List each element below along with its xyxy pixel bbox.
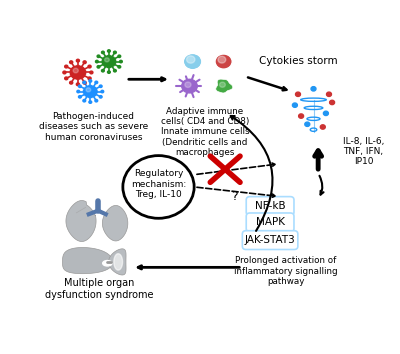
Circle shape	[65, 77, 68, 80]
Circle shape	[114, 69, 116, 72]
Circle shape	[76, 59, 80, 62]
Circle shape	[108, 50, 110, 52]
Circle shape	[73, 68, 78, 73]
Circle shape	[99, 96, 102, 98]
Circle shape	[63, 71, 66, 74]
Circle shape	[90, 71, 93, 74]
Text: Pathogen-induced
diseases such as severe
human coronaviruses: Pathogen-induced diseases such as severe…	[39, 112, 148, 142]
Circle shape	[70, 61, 73, 64]
Circle shape	[118, 55, 121, 57]
Circle shape	[82, 85, 98, 98]
Circle shape	[330, 100, 334, 105]
Circle shape	[69, 65, 86, 80]
Polygon shape	[66, 200, 96, 241]
Circle shape	[320, 125, 325, 129]
FancyBboxPatch shape	[246, 213, 294, 232]
Circle shape	[83, 99, 86, 102]
Circle shape	[220, 82, 225, 87]
Text: Cytokies storm: Cytokies storm	[259, 56, 337, 66]
Circle shape	[89, 80, 92, 82]
Circle shape	[65, 65, 68, 68]
Polygon shape	[102, 205, 128, 241]
Circle shape	[183, 53, 202, 70]
Circle shape	[326, 92, 332, 96]
Circle shape	[83, 61, 86, 64]
Circle shape	[83, 81, 86, 84]
Text: NF-kB: NF-kB	[255, 201, 286, 211]
Circle shape	[102, 69, 104, 72]
Circle shape	[95, 81, 98, 84]
Polygon shape	[108, 249, 126, 275]
Circle shape	[95, 99, 98, 102]
Circle shape	[101, 55, 117, 68]
Circle shape	[102, 51, 104, 54]
Circle shape	[299, 114, 304, 118]
Circle shape	[105, 58, 109, 62]
Text: JAK-STAT3: JAK-STAT3	[245, 235, 296, 245]
Circle shape	[215, 54, 232, 69]
Circle shape	[324, 111, 328, 115]
FancyBboxPatch shape	[246, 196, 294, 216]
Circle shape	[296, 92, 300, 96]
Circle shape	[218, 56, 226, 63]
Circle shape	[292, 103, 297, 107]
Circle shape	[182, 79, 197, 93]
Circle shape	[101, 90, 104, 93]
Circle shape	[88, 77, 91, 80]
Circle shape	[99, 85, 102, 87]
Text: Adaptive immune
cells( CD4 and CD8)
Innate immune cells
(Dendritic cells and
mac: Adaptive immune cells( CD4 and CD8) Inna…	[161, 107, 249, 157]
Circle shape	[118, 65, 121, 68]
Circle shape	[89, 101, 92, 103]
Text: Regulatory
mechanism:
Treg, IL-10: Regulatory mechanism: Treg, IL-10	[131, 169, 186, 199]
Polygon shape	[114, 254, 122, 270]
FancyBboxPatch shape	[242, 231, 298, 250]
Polygon shape	[216, 79, 233, 93]
Circle shape	[97, 65, 100, 68]
Circle shape	[108, 71, 110, 73]
Circle shape	[311, 87, 316, 91]
Circle shape	[114, 51, 116, 54]
Circle shape	[120, 60, 122, 63]
Text: IL-8, IL-6,
TNF, IFN,
IP10: IL-8, IL-6, TNF, IFN, IP10	[343, 137, 384, 166]
Text: ?: ?	[231, 190, 238, 203]
Text: Prolonged activation of
inflammatory signalling
pathway: Prolonged activation of inflammatory sig…	[234, 256, 338, 286]
Circle shape	[185, 82, 191, 87]
Circle shape	[78, 96, 81, 98]
Circle shape	[305, 122, 310, 126]
Circle shape	[70, 81, 73, 84]
Polygon shape	[62, 247, 113, 274]
Circle shape	[83, 81, 86, 84]
Ellipse shape	[103, 261, 112, 266]
Circle shape	[97, 55, 100, 57]
Circle shape	[77, 90, 80, 93]
Circle shape	[96, 60, 98, 63]
Circle shape	[123, 156, 194, 218]
Circle shape	[78, 85, 81, 87]
Circle shape	[86, 88, 91, 92]
Text: Multiple organ
dysfunction syndrome: Multiple organ dysfunction syndrome	[45, 278, 154, 300]
Circle shape	[88, 65, 91, 68]
Circle shape	[186, 56, 195, 63]
Circle shape	[76, 83, 80, 86]
Text: MAPK: MAPK	[256, 217, 285, 227]
